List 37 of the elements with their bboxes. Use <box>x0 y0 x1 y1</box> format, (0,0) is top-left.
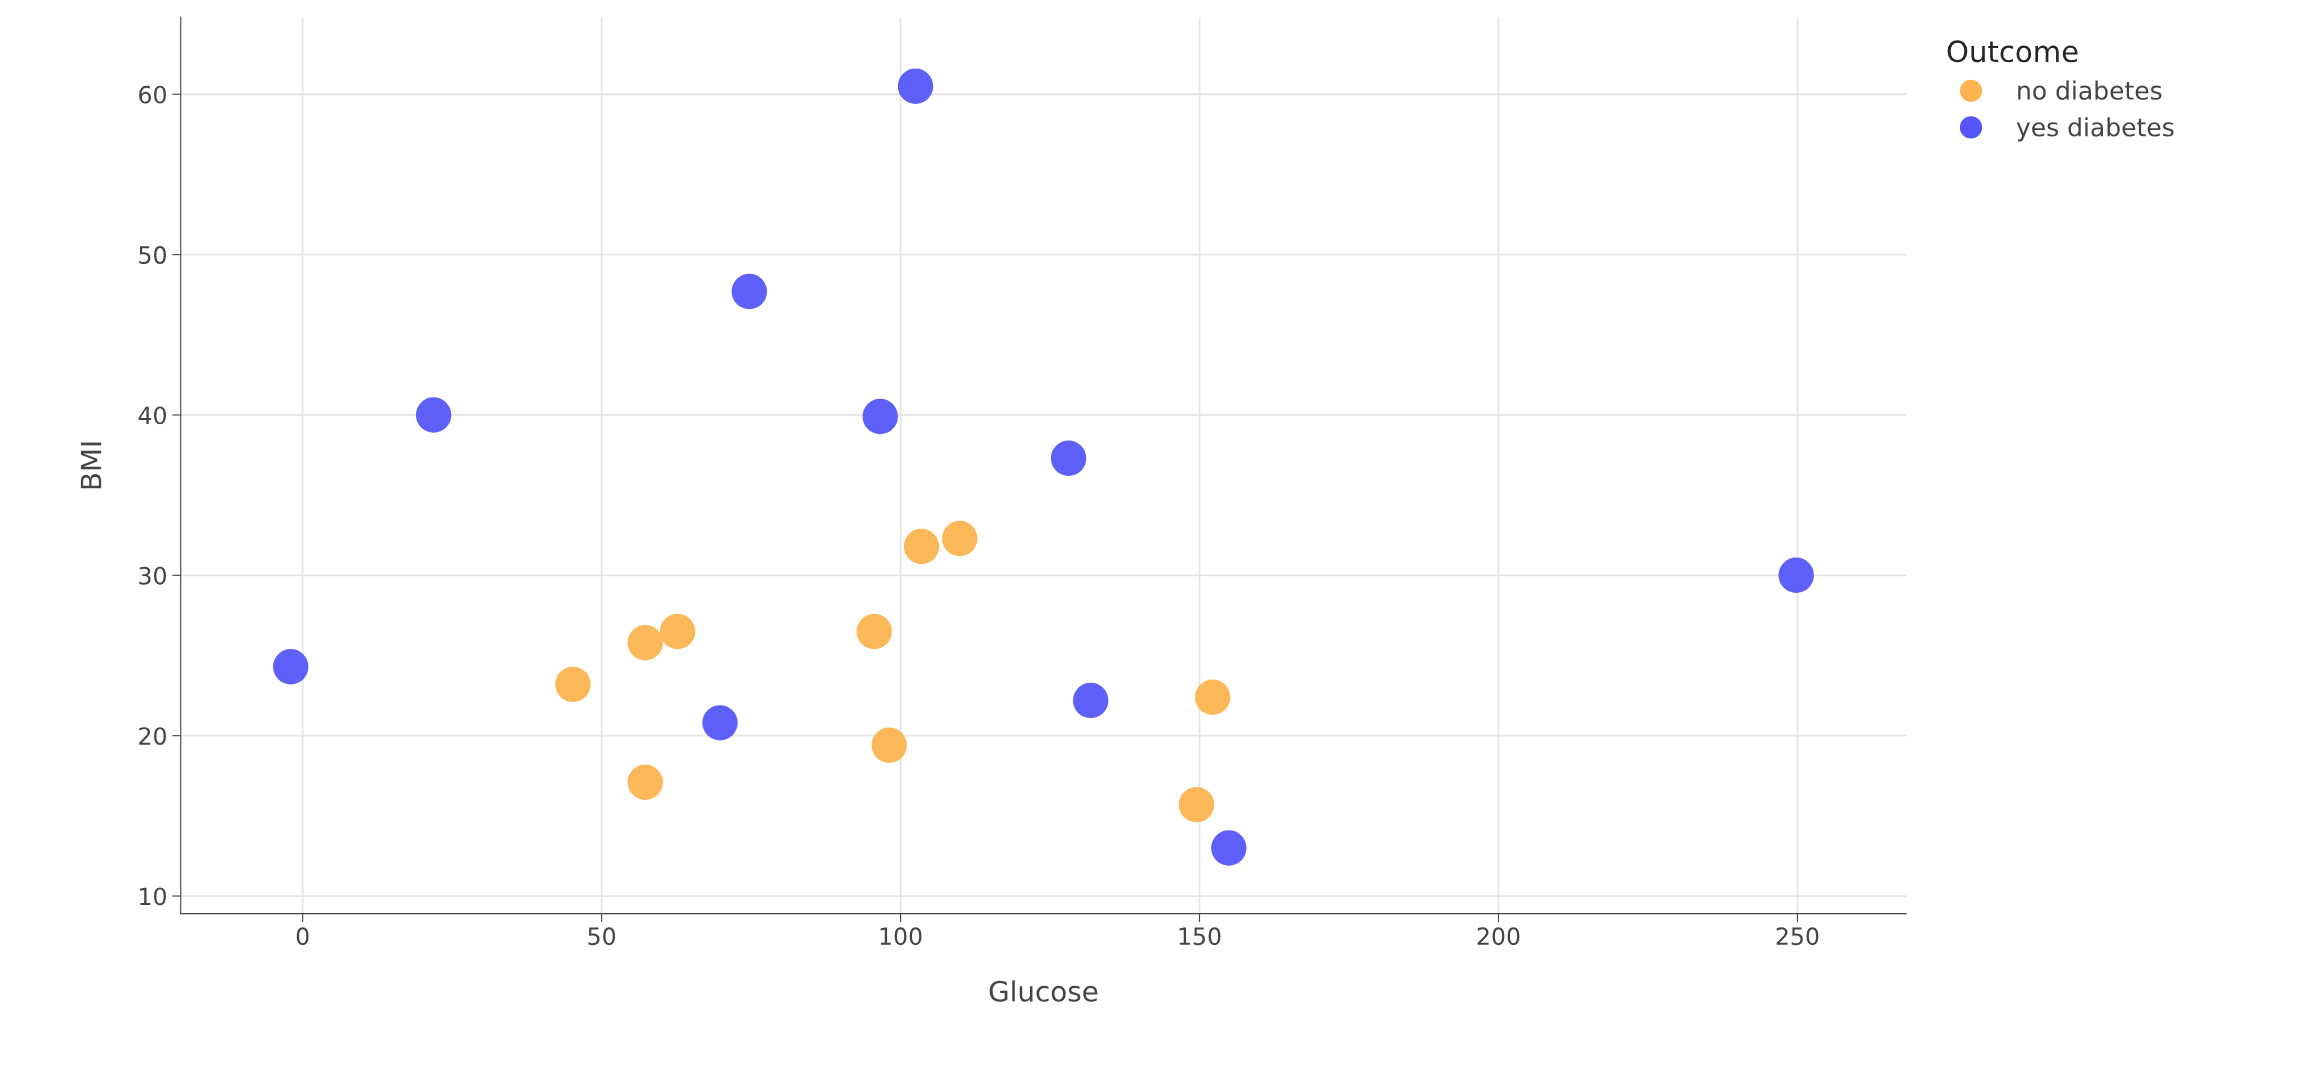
point <box>942 520 978 557</box>
point <box>856 613 892 650</box>
point <box>1194 679 1231 715</box>
point <box>1073 682 1109 719</box>
point <box>702 705 738 741</box>
y-tick-label: 50 <box>139 246 166 264</box>
x-tick-label: 200 <box>1477 927 1520 946</box>
point <box>415 397 452 433</box>
x-axis-title: Glucose <box>989 980 1098 1002</box>
y-tick-label: 10 <box>140 887 166 906</box>
legend-title: Outcome <box>1947 40 2078 63</box>
x-tick-label: 0 <box>296 927 309 946</box>
legend-label: yes diabetes <box>2016 117 2174 142</box>
point <box>627 764 663 800</box>
y-tick-label: 60 <box>139 85 166 104</box>
x-tick-label: 250 <box>1776 927 1819 946</box>
point <box>1050 440 1087 476</box>
point <box>659 613 696 650</box>
x-tick-label: 100 <box>880 927 922 946</box>
point <box>897 68 934 104</box>
y-tick-label: 20 <box>139 727 166 745</box>
point <box>273 649 309 685</box>
point <box>627 624 663 661</box>
point <box>1211 830 1247 866</box>
point <box>1178 786 1215 823</box>
y-axis-title: BMI <box>80 442 102 489</box>
x-tick-label: 150 <box>1179 927 1221 946</box>
point <box>903 528 940 565</box>
x-tick-label: 50 <box>588 927 616 946</box>
legend-label: no diabetes <box>2018 80 2162 100</box>
point <box>731 273 768 310</box>
point <box>555 666 591 703</box>
point <box>871 727 907 764</box>
y-tick-label: 30 <box>139 566 166 585</box>
point <box>1778 557 1814 594</box>
y-tick-label: 40 <box>138 406 166 425</box>
point <box>862 398 898 435</box>
